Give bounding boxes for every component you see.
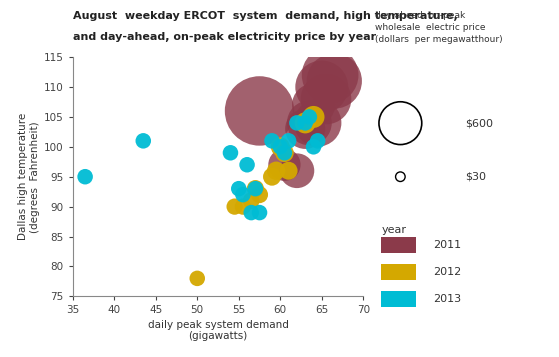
- Point: [318, 84, 326, 90]
- Point: [280, 162, 289, 167]
- Point: [301, 120, 310, 126]
- Point: [251, 186, 260, 191]
- Point: [305, 114, 314, 120]
- Point: [247, 198, 255, 203]
- Text: 2013: 2013: [433, 294, 461, 304]
- Point: [239, 192, 248, 197]
- Point: [139, 138, 148, 144]
- Bar: [381, 291, 415, 307]
- Point: [305, 120, 314, 126]
- Point: [234, 186, 243, 191]
- Point: [284, 138, 293, 144]
- Point: [230, 204, 239, 210]
- Text: and day-ahead, on-peak electricity price by year: and day-ahead, on-peak electricity price…: [73, 32, 376, 42]
- Point: [309, 102, 318, 108]
- Point: [239, 204, 248, 210]
- Point: [321, 96, 330, 102]
- Point: [243, 162, 252, 167]
- Text: year: year: [381, 225, 406, 235]
- Point: [251, 186, 260, 191]
- Point: [309, 114, 318, 120]
- Point: [280, 150, 289, 156]
- Point: [313, 120, 322, 126]
- Point: [80, 174, 89, 180]
- Y-axis label: Dallas high temperature
(degrees  Fahrenheit): Dallas high temperature (degrees Fahrenh…: [18, 113, 40, 240]
- Text: $30: $30: [465, 172, 486, 182]
- Point: [268, 138, 277, 144]
- Point: [301, 126, 310, 132]
- Point: [255, 108, 264, 114]
- Point: [255, 210, 264, 215]
- Text: day-ahead  on-peak
wholesale  electric price
(dollars  per megawatthour): day-ahead on-peak wholesale electric pri…: [375, 11, 502, 44]
- Point: [280, 150, 289, 156]
- Text: August  weekday ERCOT  system  demand, high temperature,: August weekday ERCOT system demand, high…: [73, 11, 457, 21]
- Point: [326, 72, 335, 78]
- Point: [284, 168, 293, 174]
- Bar: [381, 264, 415, 280]
- Point: [272, 168, 281, 174]
- Point: [193, 276, 202, 281]
- Text: 2011: 2011: [433, 240, 461, 251]
- Text: $600: $600: [465, 118, 493, 128]
- Bar: [381, 237, 415, 253]
- Point: [247, 210, 255, 215]
- Point: [330, 78, 339, 84]
- Point: [396, 120, 405, 126]
- X-axis label: daily peak system demand
(gigawatts): daily peak system demand (gigawatts): [148, 320, 288, 341]
- Point: [226, 150, 235, 156]
- Point: [396, 174, 405, 180]
- Point: [301, 120, 310, 126]
- Point: [255, 192, 264, 197]
- Point: [268, 174, 277, 180]
- Point: [292, 120, 301, 126]
- Point: [309, 144, 318, 150]
- Point: [276, 144, 285, 150]
- Point: [276, 144, 285, 150]
- Point: [313, 138, 322, 144]
- Text: 2012: 2012: [433, 267, 461, 277]
- Point: [292, 168, 301, 174]
